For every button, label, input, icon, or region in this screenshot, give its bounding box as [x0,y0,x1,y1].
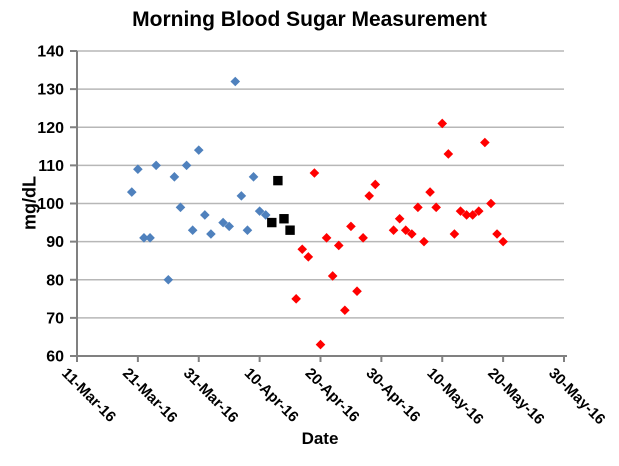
x-tick-label: 20-Apr-16 [302,365,363,426]
data-point-blue-diamonds [169,172,180,182]
y-tick-label: 90 [46,234,64,251]
data-point-red-diamonds [364,191,375,201]
data-point-blue-diamonds [200,210,210,220]
data-point-red-diamonds [388,225,399,235]
x-tick-label: 21-Mar-16 [119,365,181,427]
data-point-black-squares [279,214,289,224]
data-point-black-squares [285,225,295,235]
data-point-red-diamonds [492,229,502,239]
x-tick-label: 10-May-16 [423,365,486,428]
data-point-blue-diamonds [181,160,192,171]
x-tick-label: 20-May-16 [484,365,547,428]
data-point-red-diamonds [486,198,496,209]
data-point-red-diamonds [346,221,356,232]
y-tick-label: 140 [37,44,64,61]
data-point-red-diamonds [297,244,308,255]
data-point-red-diamonds [303,252,314,262]
data-point-red-diamonds [370,179,381,190]
data-point-blue-diamonds [248,172,259,182]
data-point-red-diamonds [480,137,490,148]
x-tick-label: 11-Mar-16 [58,365,119,426]
data-point-blue-diamonds [224,221,234,232]
data-point-blue-diamonds [242,225,253,235]
data-point-blue-diamonds [187,225,198,235]
x-tick-label: 10-Apr-16 [241,365,302,426]
data-point-red-diamonds [309,168,320,178]
data-point-blue-diamonds [175,202,186,213]
data-point-blue-diamonds [151,160,161,171]
y-tick-label: 80 [46,272,64,289]
data-point-blue-diamonds [139,233,149,243]
data-point-red-diamonds [498,236,508,247]
y-axis-title: mg/dL [19,176,40,230]
data-point-blue-diamonds [230,76,241,87]
data-point-red-diamonds [443,149,454,159]
x-tick-label: 31-Mar-16 [180,365,242,427]
data-point-red-diamonds [419,236,429,247]
data-point-blue-diamonds [133,164,143,174]
data-point-black-squares [267,217,277,228]
data-point-black-squares [273,175,283,186]
y-tick-label: 60 [46,349,64,366]
data-point-red-diamonds [394,213,405,224]
chart-title: Morning Blood Sugar Measurement [132,8,487,31]
data-point-blue-diamonds [126,187,137,197]
y-tick-label: 120 [37,120,64,137]
data-point-red-diamonds [352,286,362,296]
data-point-red-diamonds [449,229,460,239]
data-point-blue-diamonds [218,217,228,228]
data-point-blue-diamonds [163,274,174,285]
data-point-red-diamonds [315,339,326,350]
data-point-red-diamonds [291,294,301,304]
y-tick-label: 70 [46,310,64,327]
data-point-red-diamonds [340,305,350,316]
x-axis-title: Date [301,429,339,448]
x-tick-label: 30-May-16 [545,365,608,428]
data-point-blue-diamonds [193,145,204,155]
y-tick-label: 110 [38,158,64,175]
y-tick-label: 100 [37,196,64,213]
data-point-blue-diamonds [236,191,247,201]
data-point-blue-diamonds [206,229,216,239]
data-point-red-diamonds [425,187,435,197]
y-tick-label: 130 [37,82,64,99]
x-tick-label: 30-Apr-16 [363,365,424,426]
data-point-blue-diamonds [145,233,155,243]
